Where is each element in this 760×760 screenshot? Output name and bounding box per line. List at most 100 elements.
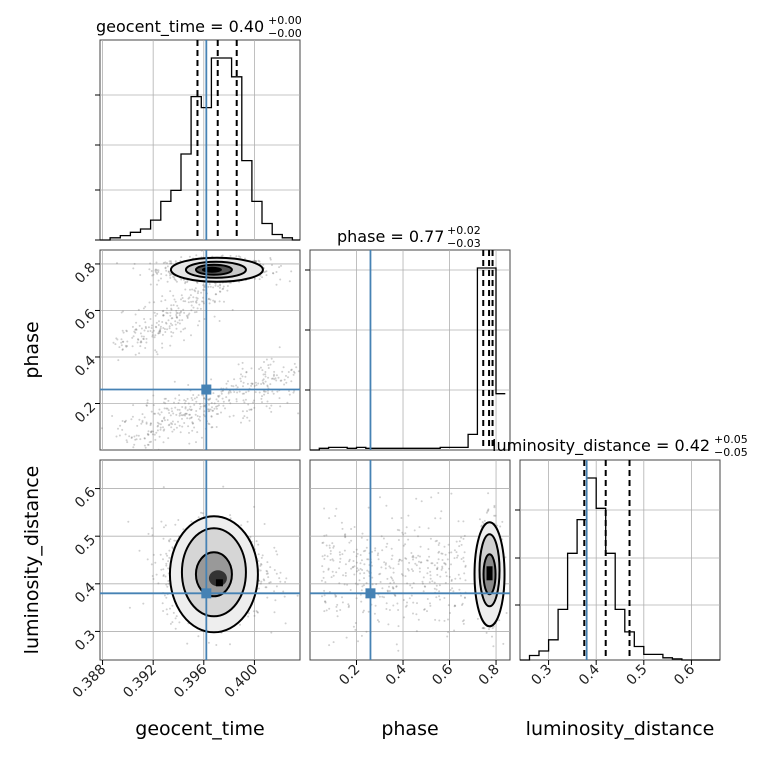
dp-point <box>493 504 496 507</box>
pg-point <box>285 374 287 377</box>
pg-point <box>227 380 229 383</box>
pg-point <box>210 415 213 418</box>
pg-point <box>164 299 167 302</box>
dp-point <box>362 584 365 587</box>
pg-point <box>248 408 251 411</box>
pg-point <box>120 338 123 341</box>
dp-point <box>361 532 364 535</box>
pg-point <box>176 408 179 411</box>
pg-point <box>262 263 265 266</box>
dp-point <box>384 563 387 566</box>
pg-point <box>240 373 242 376</box>
pg-point <box>174 323 177 326</box>
pg-point <box>157 412 160 415</box>
pg-point <box>244 375 247 378</box>
pg-point <box>173 428 176 431</box>
pg-point <box>137 338 140 341</box>
pg-point <box>135 434 138 437</box>
dp-point <box>412 554 415 557</box>
title-luminosity-distance-plus: +0.05 <box>714 433 748 446</box>
pg-point <box>151 433 154 436</box>
dg-point <box>152 578 155 580</box>
pg-point <box>142 337 145 340</box>
pg-point <box>194 290 197 293</box>
pg-point <box>259 366 262 369</box>
pg-point <box>246 382 249 385</box>
pg-point <box>159 426 162 429</box>
pg-point <box>188 413 191 416</box>
pg-point <box>119 424 122 427</box>
pg-point <box>156 272 159 275</box>
pg-point <box>212 409 215 412</box>
pg-point <box>241 392 244 395</box>
title-geocent-time-plus: +0.00 <box>268 14 302 27</box>
pg-point <box>134 438 137 441</box>
dp-point <box>398 529 401 532</box>
pg-point <box>215 398 218 401</box>
dp-point <box>325 534 328 537</box>
pg-point <box>139 438 142 441</box>
pg-point <box>242 381 245 384</box>
pg-point <box>150 410 153 413</box>
dp-point <box>498 619 501 622</box>
dp-point <box>426 598 429 600</box>
pg-point <box>253 406 256 409</box>
dg-point <box>259 569 262 572</box>
dp-point <box>323 589 326 592</box>
dg-point <box>160 568 163 571</box>
dp-point <box>344 574 347 577</box>
pg-point <box>245 371 248 374</box>
pg-point <box>140 327 143 330</box>
pg-point <box>251 383 254 385</box>
phase-xticklabel-2: 0.6 <box>429 661 456 688</box>
dp-point <box>361 585 364 588</box>
pg-point <box>233 391 236 393</box>
geocent-hist-step <box>100 57 300 241</box>
pg-point <box>157 448 160 451</box>
dp-point <box>400 517 403 519</box>
dp-point <box>385 608 388 610</box>
dp-point <box>398 558 401 561</box>
pg-point <box>178 408 181 411</box>
pg-point <box>124 433 127 436</box>
dp-point <box>487 508 490 511</box>
dp-point <box>363 563 366 566</box>
pg-point <box>149 283 152 286</box>
dg-point <box>174 627 177 630</box>
dp-point <box>321 542 324 544</box>
pg-point <box>186 317 189 319</box>
dp-point <box>438 584 441 587</box>
pg-point <box>151 335 154 338</box>
dg-point <box>167 560 170 563</box>
dg-point <box>151 575 154 577</box>
dg-point <box>269 581 272 584</box>
pg-point <box>166 262 168 265</box>
pg-point <box>173 276 176 279</box>
pg-point <box>190 304 193 307</box>
dp-point <box>463 572 466 575</box>
pg-point <box>199 405 202 408</box>
pg-point <box>126 340 129 343</box>
dp-point <box>431 562 434 565</box>
pg-point <box>180 294 183 297</box>
pg-point <box>211 406 213 409</box>
pg-point <box>218 300 221 303</box>
pg-point <box>262 382 265 385</box>
pg-point <box>295 366 298 369</box>
pg-point <box>192 394 195 396</box>
dp-point <box>421 580 424 583</box>
dist-xticklabel-0: 0.3 <box>528 662 555 689</box>
pg-point <box>255 384 258 387</box>
pg-point <box>147 430 150 433</box>
dp-point <box>462 560 465 563</box>
dp-point <box>443 562 446 565</box>
dp-point <box>492 645 495 648</box>
pg-point <box>143 437 146 440</box>
dp-point <box>386 589 389 592</box>
dp-point <box>371 583 374 586</box>
xlabel-geocent-time: geocent_time <box>135 718 264 740</box>
dp-point <box>331 570 334 573</box>
pg-point <box>154 412 157 415</box>
pg-point <box>272 272 275 275</box>
dp-point <box>331 542 334 545</box>
